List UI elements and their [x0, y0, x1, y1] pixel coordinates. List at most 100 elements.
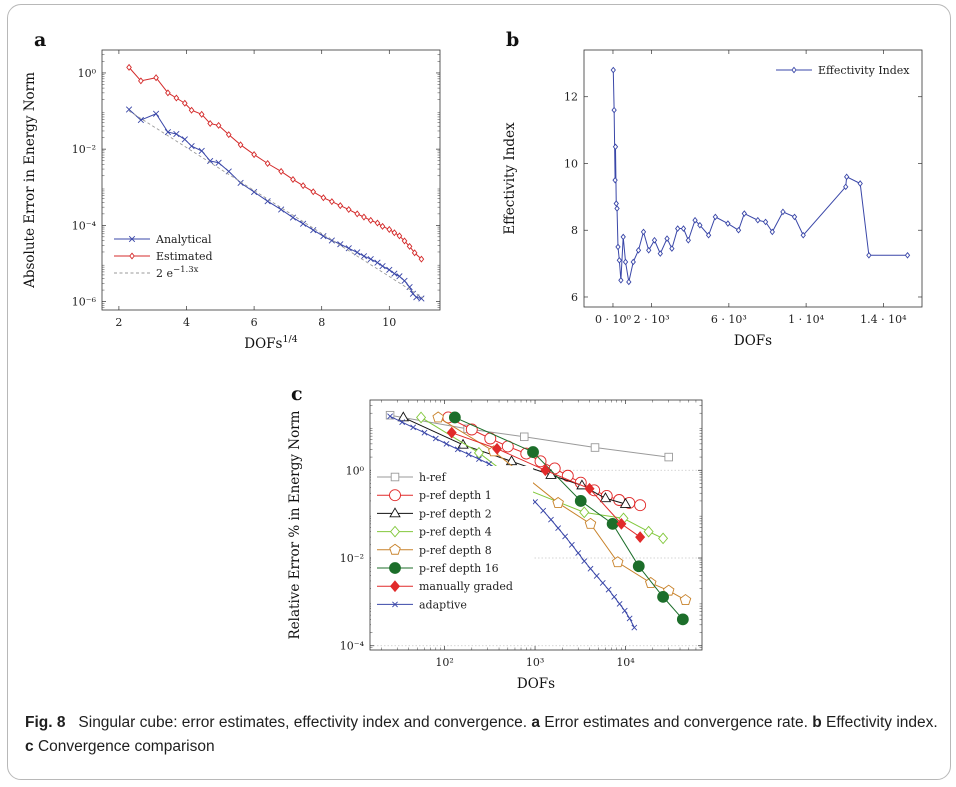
legend-label-text: Estimated — [156, 250, 213, 263]
data-point — [610, 66, 616, 74]
plot-frame — [583, 49, 923, 308]
data-point — [406, 283, 413, 291]
data-point — [126, 63, 132, 71]
legend-label-text: Effectivity Index — [818, 64, 910, 77]
x-axis-label-sup: 1/4 — [282, 334, 297, 345]
data-point — [630, 258, 636, 266]
data-point — [626, 615, 633, 622]
data-point — [619, 497, 632, 508]
caption-c-label: c — [25, 738, 34, 755]
caption-a-label: a — [531, 714, 540, 731]
data-point — [374, 219, 381, 227]
panel-label: a — [34, 29, 46, 51]
y-tick-label: 12 — [564, 91, 578, 104]
legend-label-sup: −1.3x — [173, 265, 199, 275]
legend-label: p-ref depth 1 — [419, 489, 492, 502]
data-point — [640, 228, 647, 236]
data-point — [844, 173, 850, 181]
data-point — [386, 266, 393, 273]
data-point — [634, 499, 647, 512]
caption-c-text: Convergence comparison — [37, 738, 215, 755]
data-point — [611, 593, 618, 600]
data-point — [705, 231, 712, 239]
data-point — [632, 560, 645, 573]
series-group — [385, 410, 692, 631]
data-point — [755, 216, 761, 224]
data-point — [215, 121, 222, 129]
legend-marker — [389, 562, 401, 574]
legend-box — [108, 228, 223, 288]
data-point — [237, 141, 244, 149]
data-point — [769, 228, 775, 236]
legend-marker — [128, 235, 136, 243]
data-point — [320, 233, 327, 240]
data-point — [181, 99, 188, 107]
legend: Analytical Estimated 2 e−1.3x — [108, 228, 223, 288]
data-point — [250, 188, 258, 196]
data-point — [153, 74, 159, 82]
data-point — [446, 426, 457, 439]
data-point — [278, 167, 284, 175]
data-point — [290, 175, 296, 183]
data-point — [432, 435, 439, 442]
plot-frame — [369, 399, 703, 651]
data-point — [454, 446, 461, 453]
chart-panel-b: b 0 · 10⁰ 2 · 10³ 6 · 10³ 1 · 10⁴ 1.4 · 10⁴ 6 8… — [502, 29, 923, 349]
y-tick-label: 10⁰ — [78, 67, 97, 80]
data-point — [410, 424, 417, 431]
data-point — [448, 411, 461, 424]
data-point — [492, 442, 503, 455]
data-point — [406, 242, 413, 250]
data-point — [540, 464, 551, 477]
data-point — [443, 440, 450, 447]
data-point — [300, 182, 306, 190]
data-point — [399, 419, 406, 426]
data-point — [631, 624, 638, 631]
chart-panel-c: c 10² 10³ 10⁴ 10⁰ 10⁻² 10⁻⁴ DOFs Relative Error … — [287, 383, 703, 692]
data-point — [611, 106, 617, 114]
data-point — [386, 225, 393, 233]
legend-marker — [389, 507, 401, 518]
x-tick-label: 10⁴ — [616, 656, 635, 669]
data-point — [345, 206, 352, 214]
data-point — [612, 143, 619, 151]
data-point — [401, 277, 408, 284]
data-point — [735, 226, 742, 234]
data-point — [310, 188, 317, 196]
legend-marker — [389, 580, 401, 593]
data-point — [697, 221, 703, 229]
data-point — [432, 411, 444, 423]
legend-label-text: Analytical — [155, 233, 212, 246]
legend-marker — [392, 601, 398, 608]
data-point — [646, 246, 652, 254]
data-point — [476, 456, 482, 462]
data-point — [396, 273, 403, 280]
data-point — [401, 237, 408, 245]
data-point — [385, 410, 395, 420]
data-point — [540, 507, 547, 514]
data-point — [360, 253, 368, 260]
data-point — [574, 495, 587, 507]
data-point — [251, 151, 257, 159]
data-point — [225, 131, 232, 139]
data-point — [568, 541, 575, 548]
data-point — [379, 263, 386, 270]
data-point — [611, 556, 624, 568]
y-tick-label: 10⁰ — [346, 464, 365, 477]
data-point — [345, 245, 352, 252]
data-point — [188, 143, 195, 150]
legend-label-text: manually graded — [419, 580, 513, 593]
data-point — [137, 116, 144, 124]
data-point — [581, 558, 588, 565]
caption-title: Singular cube: error estimates, effectiv… — [78, 714, 527, 731]
x-tick-label: 10² — [435, 656, 453, 669]
data-point — [618, 276, 624, 284]
data-point — [857, 180, 863, 187]
legend-marker — [389, 489, 401, 502]
data-point — [391, 229, 398, 237]
y-tick-label: 10⁻² — [340, 552, 364, 565]
y-tick-label: 8 — [571, 224, 578, 237]
caption-fig-label: Fig. 8 — [25, 714, 66, 731]
data-point — [361, 213, 367, 221]
data-point — [552, 496, 564, 508]
